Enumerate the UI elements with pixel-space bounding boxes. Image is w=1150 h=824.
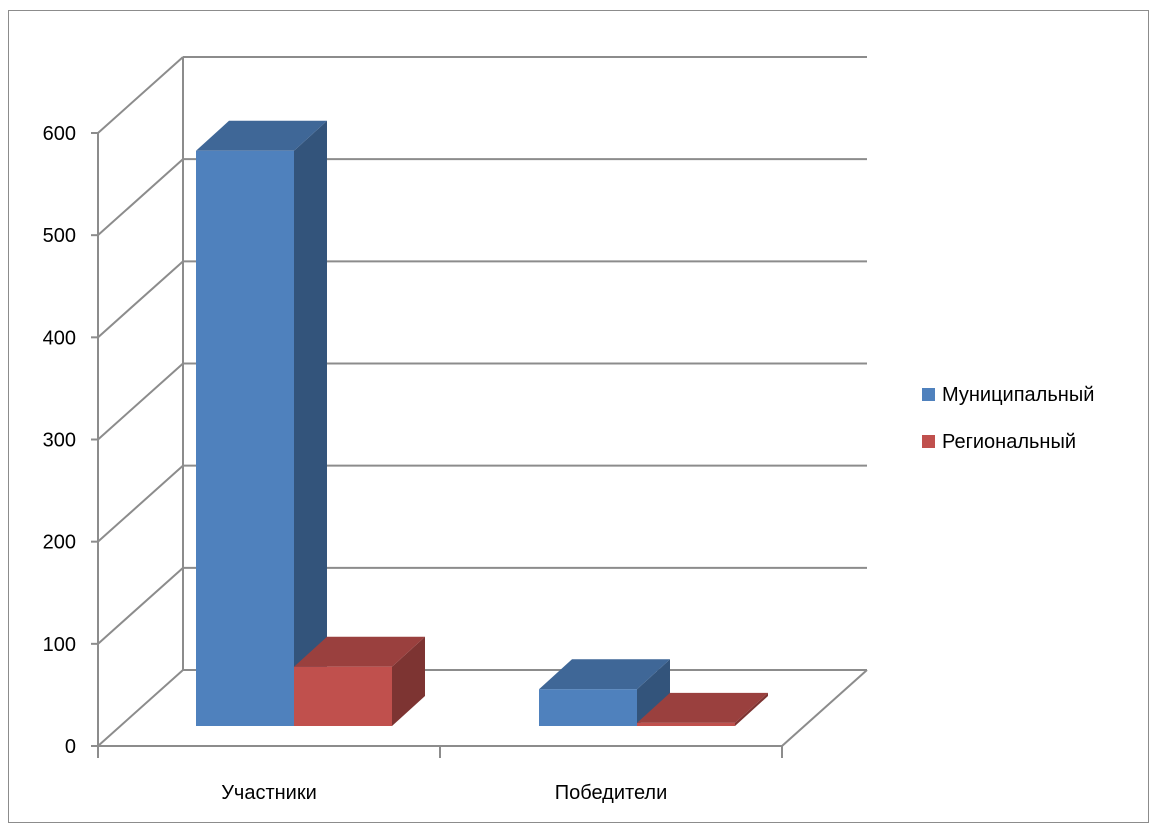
side-gridline xyxy=(97,669,184,747)
side-gridline xyxy=(97,158,184,236)
side-gridline xyxy=(97,567,184,645)
y-tick-label: 300 xyxy=(43,430,76,452)
bars xyxy=(196,120,768,727)
x-axis-categories: Участники Победители xyxy=(97,746,783,804)
legend-swatch xyxy=(922,435,935,448)
bar-regional-participants xyxy=(294,636,425,726)
y-tick-label: 500 xyxy=(43,225,76,247)
legend-label: Региональный xyxy=(942,431,1076,453)
y-tick-label: 600 xyxy=(43,123,76,145)
legend-item: Муниципальный xyxy=(922,384,1094,406)
side-gridline xyxy=(97,56,184,134)
y-tick-label: 200 xyxy=(43,532,76,554)
legend-swatch xyxy=(922,388,935,401)
legend-item: Региональный xyxy=(922,431,1076,453)
bar-regional-winners xyxy=(637,692,768,726)
y-tick-label: 100 xyxy=(43,634,76,656)
side-gridline xyxy=(97,464,184,543)
legend: Муниципальный Региональный xyxy=(922,384,1094,453)
y-tick-label: 0 xyxy=(65,736,76,758)
y-tick-label: 400 xyxy=(43,327,76,349)
side-gridline xyxy=(97,260,184,339)
side-gridline xyxy=(97,362,184,441)
legend-label: Муниципальный xyxy=(942,384,1094,406)
y-axis-ticks: 0 100 200 300 400 500 600 xyxy=(43,123,98,758)
x-category-label: Участники xyxy=(221,782,317,804)
bar-municipal-participants xyxy=(196,120,327,727)
floor-right-edge xyxy=(781,669,868,747)
bar-municipal-winners xyxy=(539,659,670,726)
x-category-label: Победители xyxy=(555,782,668,804)
